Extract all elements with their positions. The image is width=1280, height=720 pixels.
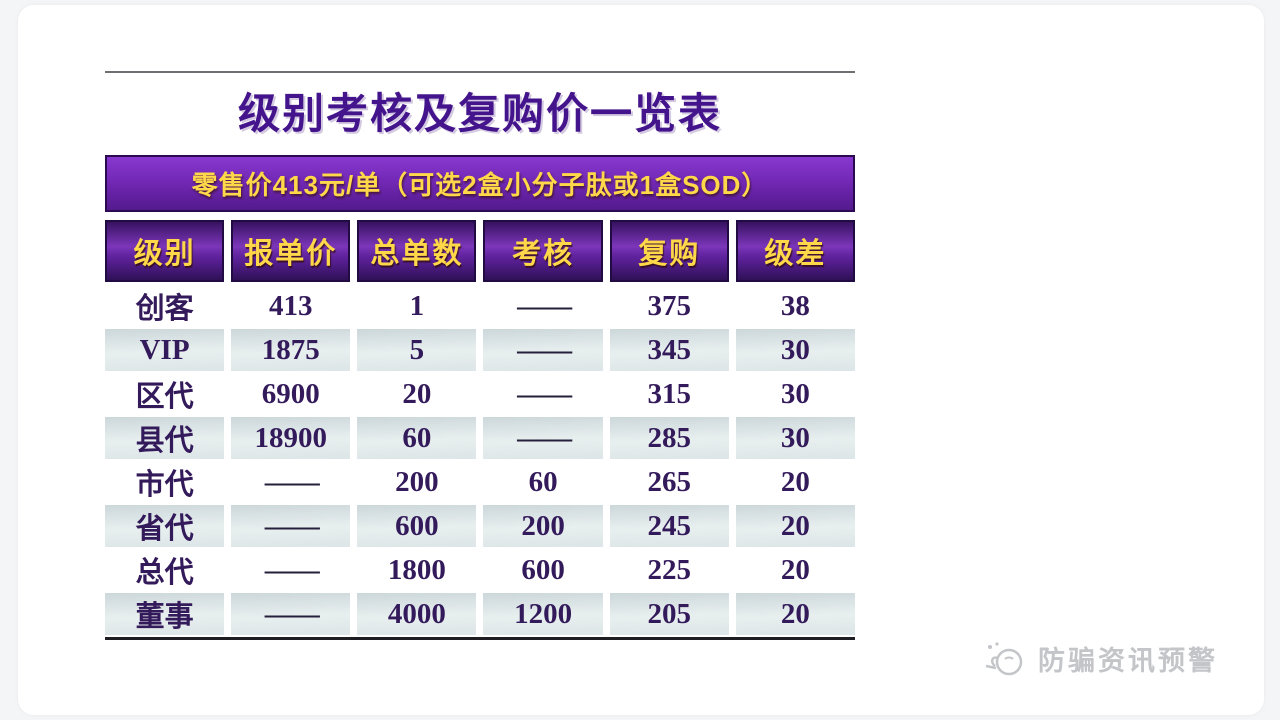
row-label-cell: 总代	[135, 557, 194, 589]
column-header-assessment: 考核	[483, 220, 603, 282]
table-header-row: 级别 报单价 总单数 考核 复购 级差	[105, 220, 855, 282]
row-label-cell: 区代	[135, 381, 194, 413]
watermark-label: 防骗资讯预警	[1038, 645, 1218, 676]
data-cell: 245	[609, 505, 729, 547]
data-cell: 200	[483, 505, 603, 547]
data-cell: 375	[647, 289, 691, 322]
data-cell: 1800	[387, 553, 446, 586]
table-body: 创客 413 1 —— 375 38 VIP 1875 5 —— 345 30 …	[105, 285, 855, 635]
watermark: 防骗资讯预警	[978, 636, 1218, 680]
row-label-cell: 县代	[105, 417, 225, 459]
data-cell: ——	[264, 465, 320, 498]
data-cell: ——	[231, 505, 351, 547]
row-label-cell: 创客	[135, 293, 194, 325]
page-title: 级别考核及复购价一览表	[237, 90, 722, 137]
column-header-repurchase: 复购	[609, 220, 729, 282]
data-cell: 20	[780, 553, 810, 586]
data-cell: 20	[780, 465, 810, 498]
data-cell: ——	[517, 377, 572, 410]
data-cell: 6900	[261, 377, 320, 410]
row-label-cell: 市代	[135, 469, 194, 501]
data-cell: 20	[402, 377, 432, 410]
table-bottom-border	[105, 637, 855, 640]
data-cell: 60	[357, 417, 477, 459]
data-cell: ——	[483, 329, 603, 371]
data-cell: 1200	[483, 593, 603, 635]
data-cell: 30	[780, 377, 810, 410]
column-header-order-price: 报单价	[231, 220, 351, 282]
data-cell: 315	[647, 377, 691, 410]
data-cell: 30	[735, 329, 855, 371]
data-cell: ——	[264, 553, 320, 586]
column-header-total-orders: 总单数	[357, 220, 477, 282]
column-header-level: 级别	[105, 220, 225, 282]
title-divider	[105, 71, 855, 73]
row-label-cell: 省代	[105, 505, 225, 547]
data-cell: 285	[609, 417, 729, 459]
column-header-level-diff: 级差	[735, 220, 855, 282]
data-cell: 20	[735, 593, 855, 635]
retail-price-banner: 零售价413元/单（可选2盒小分子肽或1盒SOD）	[105, 155, 855, 212]
data-cell: ——	[483, 417, 603, 459]
data-cell: 265	[647, 465, 691, 498]
data-cell: 225	[647, 553, 691, 586]
data-cell: ——	[517, 289, 572, 322]
data-cell: 345	[609, 329, 729, 371]
data-cell: 4000	[357, 593, 477, 635]
data-cell: 600	[521, 553, 565, 586]
data-cell: 600	[357, 505, 477, 547]
data-cell: ——	[231, 593, 351, 635]
anti-fraud-logo-icon	[978, 636, 1026, 680]
row-label-cell: VIP	[105, 329, 225, 371]
data-cell: 38	[780, 289, 810, 322]
data-cell: 60	[528, 465, 558, 498]
data-cell: 413	[268, 289, 313, 322]
data-cell: 5	[357, 329, 477, 371]
data-cell: 200	[395, 465, 439, 498]
data-cell: 1875	[231, 329, 351, 371]
data-cell: 205	[609, 593, 729, 635]
row-label-cell: 董事	[105, 593, 225, 635]
data-cell: 20	[735, 505, 855, 547]
data-cell: 30	[735, 417, 855, 459]
data-cell: 1	[409, 289, 425, 322]
data-cell: 18900	[231, 417, 351, 459]
